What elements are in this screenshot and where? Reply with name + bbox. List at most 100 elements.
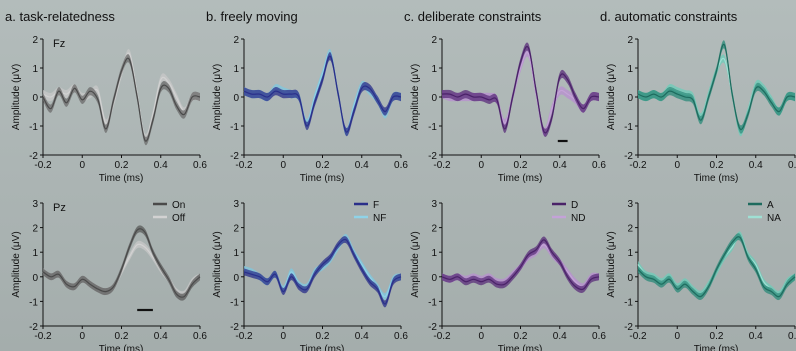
x-tick-label: 0	[79, 331, 85, 342]
x-tick-label: -0.2	[235, 160, 253, 171]
series-line	[243, 52, 402, 133]
x-tick-label: 0.4	[355, 331, 369, 342]
x-tick-label: 0.6	[193, 160, 207, 171]
x-axis-label: Time (ms)	[498, 173, 543, 184]
x-tick-label: 0.2	[316, 331, 330, 342]
chart-panel-a-fz: a. task-relatedness Fz -2 -1 0 1 2 -0.2 0 0.2 0.4 0…	[5, 9, 207, 184]
x-tick-label: 0.2	[316, 160, 330, 171]
x-axis-label: Time (ms)	[694, 173, 739, 184]
y-tick-label: 0	[233, 273, 239, 284]
x-tick-label: 0.2	[115, 331, 129, 342]
y-tick-label: 0	[32, 93, 38, 104]
y-tick-label: 1	[627, 248, 633, 259]
series-off	[42, 48, 201, 143]
y-tick-label: 1	[32, 248, 38, 259]
confidence-band	[442, 236, 599, 293]
y-tick-label: 3	[233, 199, 239, 210]
y-tick-label: -1	[230, 297, 239, 308]
x-tick-label: 0.6	[788, 331, 796, 342]
y-tick-label: -2	[230, 151, 239, 162]
series-on	[42, 54, 201, 146]
y-tick-label: -1	[428, 122, 437, 133]
series-line	[441, 239, 600, 291]
series-line	[637, 43, 796, 131]
y-axis-label: Amplitude (μV)	[606, 64, 617, 130]
confidence-band	[244, 236, 401, 308]
legend-label: A	[767, 200, 774, 211]
y-tick-label: -2	[428, 322, 437, 333]
series-on	[42, 225, 201, 301]
y-tick-label: 2	[32, 224, 38, 235]
x-tick-label: 0	[280, 160, 286, 171]
confidence-band	[638, 233, 795, 301]
y-tick-label: 2	[627, 35, 633, 46]
x-axis-label: Time (ms)	[99, 344, 144, 351]
y-tick-label: 0	[32, 273, 38, 284]
confidence-band	[43, 225, 200, 301]
y-tick-label: -2	[624, 151, 633, 162]
y-tick-label: -1	[29, 122, 38, 133]
y-tick-label: 1	[32, 64, 38, 75]
y-tick-label: 3	[627, 199, 633, 210]
y-tick-label: 2	[233, 224, 239, 235]
x-tick-label: -0.2	[433, 160, 451, 171]
x-tick-label: 0.2	[514, 160, 528, 171]
series-line	[42, 57, 201, 142]
series-a	[637, 233, 796, 301]
legend-label: On	[172, 200, 185, 211]
x-tick-label: 0.6	[592, 331, 606, 342]
y-tick-label: -2	[29, 322, 38, 333]
electrode-label: Pz	[53, 202, 66, 214]
chart-panel-c-fz: c. deliberate constraints -2 -1 0 1 2 -0.2 0 0.2…	[404, 9, 606, 184]
chart-panel-c-pz: -2 -1 0 1 2 3 -0.2 0 0.2 0.4 0.6 Time (ms) Amplitude…	[410, 199, 606, 351]
y-tick-label: 1	[233, 64, 239, 75]
x-axis-label: Time (ms)	[694, 344, 739, 351]
x-tick-label: 0	[280, 331, 286, 342]
y-tick-label: 3	[431, 199, 437, 210]
y-axis-label: Amplitude (μV)	[606, 231, 617, 297]
x-tick-label: 0.4	[154, 331, 168, 342]
panel-title: c. deliberate constraints	[404, 9, 542, 24]
series-line	[637, 236, 796, 298]
y-tick-label: 2	[32, 35, 38, 46]
x-tick-label: 0	[79, 160, 85, 171]
y-tick-label: 1	[431, 248, 437, 259]
series-nf	[243, 48, 402, 137]
confidence-band	[244, 48, 401, 137]
x-tick-label: -0.2	[34, 160, 52, 171]
x-tick-label: 0	[478, 160, 484, 171]
x-tick-label: -0.2	[433, 331, 451, 342]
y-tick-label: -2	[624, 322, 633, 333]
legend-label: D	[571, 200, 578, 211]
y-tick-label: -1	[230, 122, 239, 133]
x-tick-label: 0.4	[749, 331, 763, 342]
y-tick-label: 0	[627, 93, 633, 104]
y-tick-label: 0	[627, 273, 633, 284]
legend-label: ND	[571, 213, 585, 224]
y-axis-label: Amplitude (μV)	[410, 231, 421, 297]
series-d	[441, 42, 600, 137]
x-tick-label: 0.4	[553, 160, 567, 171]
chart-panel-b-fz: b. freely moving -2 -1 0 1 2 -0.2 0 0.2 0.4 0.6 Tim…	[206, 9, 408, 184]
series-f	[243, 52, 402, 137]
y-tick-label: 2	[627, 224, 633, 235]
y-tick-label: 1	[431, 64, 437, 75]
series-line	[441, 46, 600, 134]
x-tick-label: 0.6	[193, 331, 207, 342]
confidence-band	[638, 231, 795, 298]
legend-label: F	[373, 200, 379, 211]
x-tick-label: 0.4	[749, 160, 763, 171]
x-tick-label: 0.6	[394, 160, 408, 171]
panel-title: d. automatic constraints	[600, 9, 738, 24]
x-tick-label: -0.2	[34, 331, 52, 342]
y-tick-label: 2	[431, 35, 437, 46]
y-axis-label: Amplitude (μV)	[212, 64, 223, 130]
x-tick-label: 0.2	[514, 331, 528, 342]
y-tick-label: -2	[428, 151, 437, 162]
series-na	[637, 231, 796, 298]
confidence-band	[638, 40, 795, 134]
y-tick-label: 2	[431, 224, 437, 235]
x-tick-label: -0.2	[629, 160, 647, 171]
y-tick-label: 0	[431, 273, 437, 284]
